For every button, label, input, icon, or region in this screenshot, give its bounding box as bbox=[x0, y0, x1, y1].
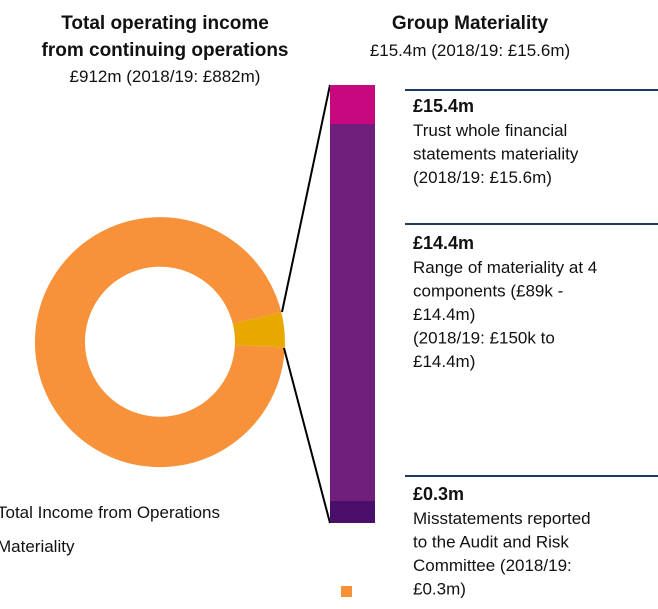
block-amount: £0.3m bbox=[413, 484, 464, 504]
donut-slice bbox=[232, 312, 285, 348]
block-text: statements materiality bbox=[413, 145, 579, 164]
block-text: Misstatements reported bbox=[413, 509, 591, 528]
connector bbox=[281, 84, 331, 313]
bar-segment bbox=[330, 124, 375, 501]
income-value: £912m (2018/19: £882m) bbox=[70, 67, 261, 86]
materiality-title: Group Materiality bbox=[392, 13, 549, 34]
block-text: components (£89k - bbox=[413, 282, 563, 301]
block-text: £14.4m) bbox=[413, 352, 475, 371]
block-text: (2018/19: £150k to bbox=[413, 329, 555, 348]
legend-swatch bbox=[341, 586, 352, 597]
connector bbox=[283, 347, 331, 524]
bar-segment bbox=[330, 85, 375, 124]
block-text: Trust whole financial bbox=[413, 121, 567, 140]
block-text: (2018/19: £15.6m) bbox=[413, 168, 552, 187]
block-text: £14.4m) bbox=[413, 305, 475, 324]
block-amount: £14.4m bbox=[413, 233, 474, 253]
block-text: Range of materiality at 4 bbox=[413, 258, 597, 277]
legend-label: Materiality bbox=[0, 537, 75, 556]
income-title: Total operating income bbox=[61, 13, 269, 34]
donut-ring bbox=[34, 217, 285, 468]
block-text: to the Audit and Risk bbox=[413, 533, 569, 552]
legend-label: Total Income from Operations bbox=[0, 503, 220, 522]
block-text: Committee (2018/19: bbox=[413, 556, 572, 575]
materiality-value: £15.4m (2018/19: £15.6m) bbox=[370, 41, 570, 60]
block-text: £0.3m) bbox=[413, 580, 466, 599]
income-title: from continuing operations bbox=[42, 40, 289, 61]
bar-segment bbox=[330, 501, 375, 523]
block-amount: £15.4m bbox=[413, 96, 474, 116]
blocks: £15.4m Trust whole financial statements ma… bbox=[413, 96, 597, 599]
